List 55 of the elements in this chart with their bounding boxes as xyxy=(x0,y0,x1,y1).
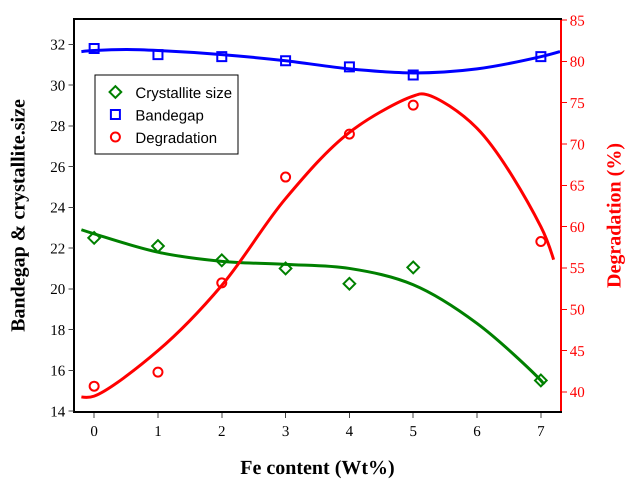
point xyxy=(278,262,292,276)
legend-label: Crystallite size xyxy=(135,84,232,102)
y2-tick-label: 70 xyxy=(570,137,585,154)
point xyxy=(216,51,228,62)
y-tick-label: 32 xyxy=(50,38,66,54)
y2-tick-label: 45 xyxy=(570,344,585,360)
point xyxy=(344,128,355,140)
x-tick-label: 3 xyxy=(282,424,290,440)
point xyxy=(152,49,164,60)
x-tick-label: 7 xyxy=(537,424,546,440)
y-tick-label: 26 xyxy=(50,160,66,176)
point xyxy=(406,260,420,274)
y-tick-label: 28 xyxy=(50,119,66,136)
y-tick-label: 30 xyxy=(50,78,66,94)
y-tick-label: 22 xyxy=(50,241,66,258)
x-tick-label: 0 xyxy=(90,424,98,440)
x-axis-title: Fe content (Wt%) xyxy=(240,457,395,479)
y2-tick-label: 65 xyxy=(570,178,585,195)
point xyxy=(280,55,292,66)
y-tick-label: 16 xyxy=(50,364,66,380)
point xyxy=(408,100,419,111)
point xyxy=(152,366,164,378)
legend-label: Degradation xyxy=(135,130,218,147)
x-tick-label: 4 xyxy=(346,424,354,440)
x-tick-label: 5 xyxy=(409,424,417,440)
y2-tick-label: 50 xyxy=(570,302,585,319)
point xyxy=(408,69,419,80)
y2-tick-label: 40 xyxy=(570,385,585,402)
y-tick-label: 24 xyxy=(50,200,66,217)
x-tick-label: 6 xyxy=(473,424,482,440)
legend-label: Bandegap xyxy=(135,107,204,124)
y2-tick-label: 55 xyxy=(570,261,585,278)
point xyxy=(87,231,101,245)
point xyxy=(88,380,100,392)
x-tick-label: 2 xyxy=(218,424,226,440)
point xyxy=(216,277,228,288)
point xyxy=(88,43,100,54)
y2-tick-label: 85 xyxy=(570,13,585,30)
point xyxy=(214,253,229,268)
point xyxy=(535,236,546,248)
x-tick-label: 1 xyxy=(154,424,162,440)
point xyxy=(534,374,548,388)
point xyxy=(342,276,356,291)
y-tick-label: 14 xyxy=(50,404,66,420)
y2-tick-label: 75 xyxy=(570,96,585,112)
point xyxy=(280,172,292,183)
y-tick-label: 20 xyxy=(50,282,66,298)
y-tick-label: 18 xyxy=(50,322,66,339)
point xyxy=(344,61,355,72)
point xyxy=(535,51,546,62)
y-axis-title: Bandegap & crystallite.size xyxy=(8,99,30,332)
y2-tick-label: 60 xyxy=(570,220,585,236)
y2-tick-label: 80 xyxy=(570,54,585,71)
y2-axis-title: Degradation (%) xyxy=(604,143,626,288)
point xyxy=(151,239,165,253)
